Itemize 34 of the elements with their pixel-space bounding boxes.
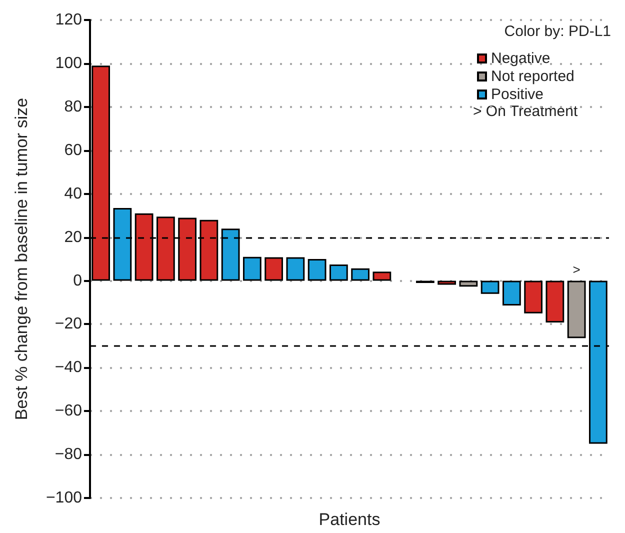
- annotation: > On Treatment: [473, 103, 578, 120]
- bar: [264, 257, 284, 281]
- y-tick-label: 20: [64, 228, 82, 246]
- y-axis-title: Best % change from baseline in tumor size: [12, 98, 31, 420]
- y-tick-label: −40: [54, 359, 82, 376]
- bar: [567, 280, 586, 338]
- y-tick-label: 80: [64, 98, 82, 116]
- y-tick-label: −20: [54, 316, 82, 333]
- bar: [242, 256, 262, 281]
- bar: [372, 272, 392, 281]
- bar: [459, 280, 478, 287]
- bar: [438, 280, 456, 285]
- bar: [480, 280, 500, 294]
- x-axis-title: Patients: [318, 510, 380, 529]
- bar: [286, 257, 305, 281]
- y-tick-label: 40: [64, 185, 82, 202]
- legend-label: Positive: [491, 86, 544, 103]
- legend-title: Color by: PD-L1: [504, 23, 612, 40]
- bar: [524, 280, 543, 314]
- y-tick-label: 0: [73, 272, 82, 290]
- y-tick-label: 60: [64, 142, 82, 159]
- bar: [351, 268, 370, 281]
- y-tick-label: −60: [54, 402, 82, 420]
- y-tick-label: 120: [55, 12, 82, 28]
- bar: [546, 280, 564, 323]
- legend-label: Not reported: [491, 68, 574, 85]
- legend-label: Negative: [491, 50, 550, 67]
- y-tick-label: 100: [55, 54, 82, 72]
- data-label: >: [572, 262, 580, 277]
- y-tick-label: −100: [46, 490, 82, 507]
- bar: [502, 280, 521, 306]
- bar: [308, 259, 326, 281]
- bar: [329, 264, 348, 281]
- y-tick-label: −80: [54, 446, 82, 464]
